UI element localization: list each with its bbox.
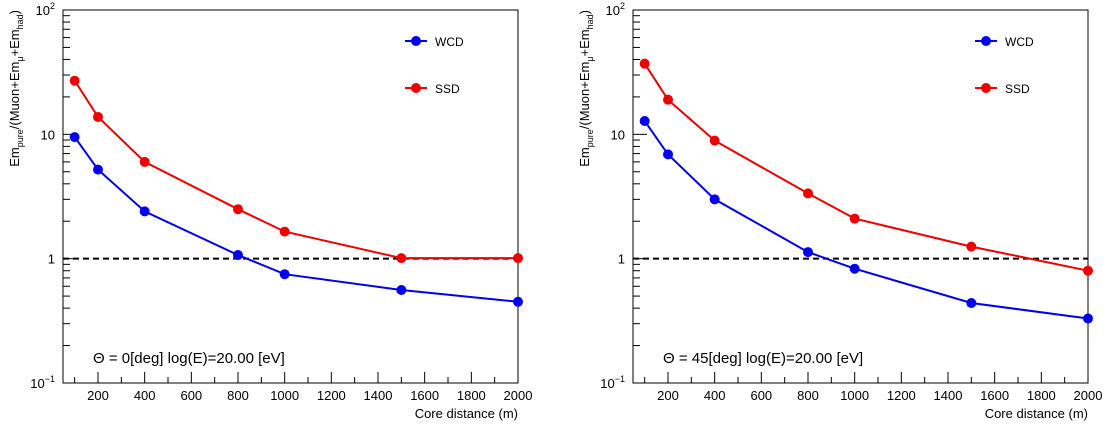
data-point-ssd [93, 111, 103, 122]
x-tick-label: 1000 [840, 388, 869, 403]
data-point-wcd [233, 250, 243, 261]
legend-label-wcd: WCD [435, 35, 464, 49]
data-point-wcd [93, 164, 103, 175]
x-tick-label: 200 [87, 388, 109, 403]
data-point-wcd [803, 247, 813, 258]
series-line-wcd [643, 120, 1089, 320]
data-point-ssd [663, 94, 673, 105]
chart-panel-2: 200 400 600 800 1000 1200 1400 1600 1800 2000 10−1… [577, 1, 1102, 421]
data-point-wcd [139, 206, 150, 217]
data-point-ssd [233, 204, 243, 215]
x-tick-label: 400 [704, 388, 726, 403]
data-point-ssd [709, 135, 720, 146]
y-axis-label: Empure/(Muon+Emμ+Emhad) [577, 10, 595, 167]
y-tick-label: 10 [41, 127, 55, 142]
x-tick-label: 1800 [1027, 388, 1056, 403]
legend-marker-ssd [411, 83, 421, 93]
x-tick-label: 1400 [934, 388, 963, 403]
data-point-wcd [966, 297, 977, 308]
data-point-wcd [69, 132, 80, 143]
x-tick-label: 1400 [364, 388, 393, 403]
y-tick-label: 10 [611, 127, 625, 142]
x-axis-label: Core distance (m) [415, 406, 518, 421]
data-point-ssd [1083, 265, 1093, 276]
x-tick-label: 200 [657, 388, 679, 403]
data-point-ssd [639, 58, 650, 69]
data-point-ssd [849, 213, 860, 224]
legend-label-ssd: SSD [435, 82, 460, 96]
legend-marker-wcd [981, 36, 991, 46]
data-point-ssd [396, 253, 407, 264]
x-tick-label: 1200 [317, 388, 346, 403]
annotation: Θ = 0[deg] log(E)=20.00 [eV] [93, 350, 285, 367]
x-tick-label: 600 [180, 388, 202, 403]
chart-panel-1: 200 400 600 800 1000 1200 1400 1600 1800 2000 10−1… [7, 1, 532, 421]
data-point-ssd [966, 241, 977, 252]
legend-label-ssd: SSD [1005, 82, 1030, 96]
data-point-ssd [69, 75, 80, 86]
x-tick-label: 400 [134, 388, 156, 403]
data-point-ssd [279, 226, 290, 237]
x-tick-label: 600 [750, 388, 772, 403]
legend-marker-ssd [981, 83, 991, 93]
data-point-ssd [803, 188, 813, 199]
y-tick-label: 1 [618, 252, 625, 267]
x-tick-label: 1600 [410, 388, 439, 403]
data-point-wcd [639, 116, 650, 127]
plot-frame [632, 9, 1089, 384]
y-tick-label: 102 [36, 1, 55, 18]
data-point-wcd [709, 194, 720, 205]
data-point-wcd [1083, 313, 1093, 324]
legend-marker-wcd [411, 36, 421, 46]
data-point-wcd [279, 269, 290, 280]
x-tick-label: 1800 [457, 388, 486, 403]
data-point-wcd [849, 263, 860, 274]
x-tick-label: 1000 [270, 388, 299, 403]
plot-frame [62, 9, 519, 384]
x-tick-label: 1200 [887, 388, 916, 403]
data-point-ssd [139, 156, 150, 167]
x-tick-label: 2000 [504, 388, 533, 403]
x-tick-label: 800 [797, 388, 819, 403]
y-tick-label: 1 [48, 252, 55, 267]
x-tick-label: 1600 [980, 388, 1009, 403]
x-axis-label: Core distance (m) [985, 406, 1088, 421]
x-tick-label: 800 [227, 388, 249, 403]
annotation: Θ = 45[deg] log(E)=20.00 [eV] [663, 350, 863, 367]
data-point-wcd [396, 284, 407, 295]
y-tick-label: 102 [606, 1, 625, 18]
y-tick-label: 10−1 [600, 374, 625, 391]
data-point-ssd [513, 253, 523, 264]
series-line-ssd [73, 80, 518, 260]
data-point-wcd [663, 149, 673, 160]
y-axis-label: Empure/(Muon+Emμ+Emhad) [7, 10, 25, 167]
legend-label-wcd: WCD [1005, 35, 1034, 49]
y-tick-label: 10−1 [30, 374, 55, 391]
x-tick-label: 2000 [1074, 388, 1103, 403]
data-point-wcd [513, 296, 523, 307]
